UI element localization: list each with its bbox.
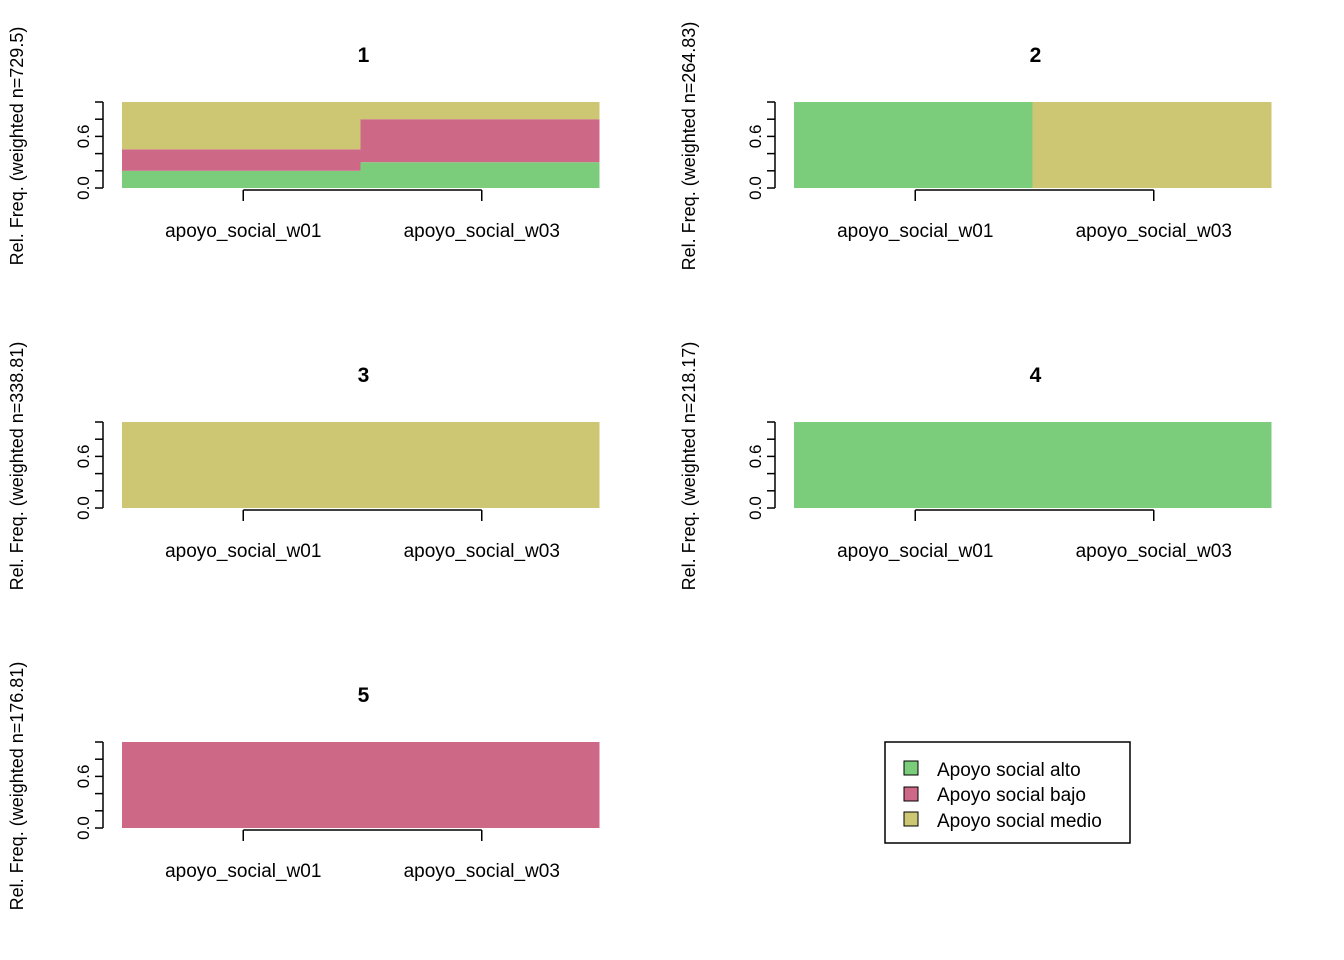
y-axis-label: Rel. Freq. (weighted n=218.17) [679, 342, 699, 591]
legend-swatch-alto [903, 760, 919, 776]
panel-title: 5 [358, 684, 370, 707]
y-tick-label: 0.6 [74, 125, 93, 149]
bar-segment [360, 102, 600, 120]
legend-swatch-medio [903, 811, 919, 827]
bar-segment [360, 162, 600, 188]
x-category-label: apoyo_social_w01 [165, 541, 321, 562]
x-category-label: apoyo_social_w01 [165, 221, 321, 242]
y-tick-label: 0.0 [746, 496, 765, 520]
bar-segment [122, 149, 361, 171]
panel-5: 5 0.0 0.6 apoyo_social_w01 apoyo_social_w03 R… [7, 662, 600, 911]
x-category-label: apoyo_social_w01 [837, 541, 993, 562]
panel-title: 1 [358, 44, 370, 67]
x-category-label: apoyo_social_w01 [837, 221, 993, 242]
y-tick-label: 0.6 [746, 445, 765, 469]
panel-title: 3 [358, 364, 370, 387]
x-category-label: apoyo_social_w03 [404, 861, 560, 882]
panel-title: 4 [1030, 364, 1042, 387]
x-category-label: apoyo_social_w01 [165, 861, 321, 882]
bar-segment [794, 102, 1033, 188]
bar-segment [1032, 422, 1272, 508]
y-tick-label: 0.0 [746, 176, 765, 200]
x-category-label: apoyo_social_w03 [404, 221, 560, 242]
y-axis-label: Rel. Freq. (weighted n=729.5) [7, 27, 27, 266]
y-tick-label: 0.0 [74, 176, 93, 200]
bar-segment [1032, 102, 1272, 188]
legend-swatch-bajo [903, 786, 919, 802]
panel-title: 2 [1030, 44, 1042, 67]
bar-segment [122, 102, 361, 150]
legend-label-bajo: Apoyo social bajo [937, 785, 1086, 806]
legend-label-medio: Apoyo social medio [937, 811, 1102, 832]
y-tick-label: 0.0 [74, 816, 93, 840]
y-tick-label: 0.0 [74, 496, 93, 520]
y-axis-label: Rel. Freq. (weighted n=264.83) [679, 22, 699, 271]
x-category-label: apoyo_social_w03 [404, 541, 560, 562]
legend-box [884, 741, 1131, 844]
panel-3: 3 0.0 0.6 apoyo_social_w01 apoyo_social_w03 R… [7, 342, 600, 591]
panel-1: 1 0.0 0.6 apoyo_social_w01 apoyo_social_w03 R… [7, 27, 600, 266]
bar-segment [360, 422, 600, 508]
y-axis-label: Rel. Freq. (weighted n=338.81) [7, 342, 27, 591]
y-axis-label: Rel. Freq. (weighted n=176.81) [7, 662, 27, 911]
bar-segment [122, 742, 361, 828]
panel-2: 2 0.0 0.6 apoyo_social_w01 apoyo_social_w03 R… [679, 22, 1272, 271]
y-tick-label: 0.6 [74, 765, 93, 789]
y-tick-label: 0.6 [746, 125, 765, 149]
legend-label-alto: Apoyo social alto [937, 760, 1081, 781]
bar-segment [122, 170, 361, 188]
bar-segment [360, 742, 600, 828]
x-category-label: apoyo_social_w03 [1076, 221, 1232, 242]
y-tick-label: 0.6 [74, 445, 93, 469]
panel-4: 4 0.0 0.6 apoyo_social_w01 apoyo_social_w03 R… [679, 342, 1272, 591]
x-category-label: apoyo_social_w03 [1076, 541, 1232, 562]
bar-segment [360, 119, 600, 163]
bar-segment [122, 422, 361, 508]
legend: Apoyo social alto Apoyo social bajo Apoy… [884, 741, 1131, 844]
bar-segment [794, 422, 1033, 508]
panels-group: 1 0.0 0.6 apoyo_social_w01 apoyo_social_w03 R… [7, 22, 1272, 911]
